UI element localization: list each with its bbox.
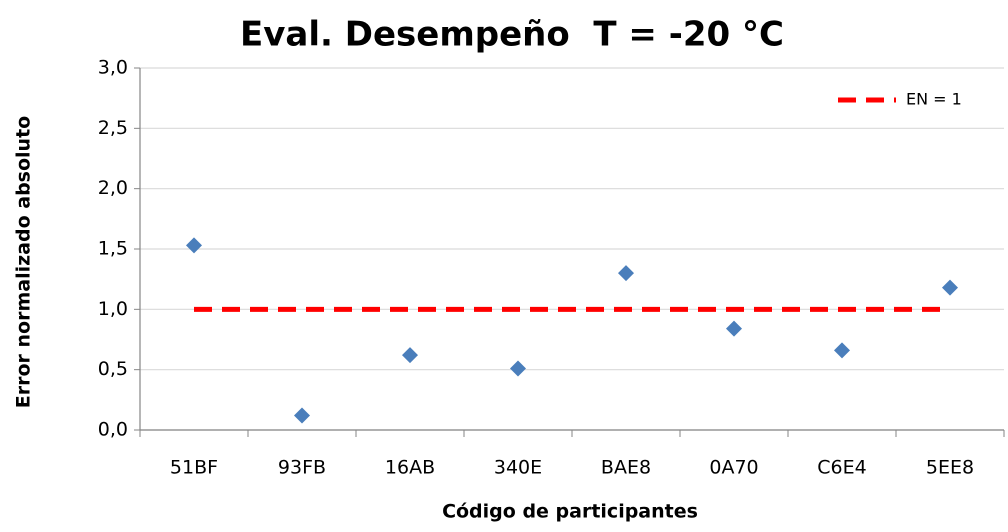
y-tick-label: 0,5 <box>98 358 128 380</box>
x-tick-label: 51BF <box>170 457 218 479</box>
data-point <box>510 360 526 377</box>
data-point <box>726 320 742 337</box>
y-tick-label: 0,0 <box>98 419 128 441</box>
y-tick-label: 1,0 <box>98 298 128 320</box>
data-point <box>834 342 850 359</box>
y-tick-label: 3,0 <box>98 57 128 79</box>
x-tick-label: C6E4 <box>817 457 866 479</box>
data-point <box>294 407 310 424</box>
x-tick-label: 16AB <box>385 457 435 479</box>
chart-title: Eval. Desempeño T = -20 °C <box>240 15 784 55</box>
data-point <box>618 265 634 282</box>
data-point <box>402 347 418 364</box>
legend-label: EN = 1 <box>906 90 962 109</box>
data-point <box>942 279 958 296</box>
y-tick-label: 2,0 <box>98 177 128 199</box>
data-point <box>186 237 202 254</box>
y-tick-label: 2,5 <box>98 117 128 139</box>
y-axis-label: Error normalizado absoluto <box>13 116 35 408</box>
x-tick-label: 340E <box>494 457 542 479</box>
x-tick-label: 93FB <box>278 457 326 479</box>
x-tick-label: 5EE8 <box>926 457 974 479</box>
x-tick-label: 0A70 <box>709 457 758 479</box>
x-axis-label: Código de participantes <box>442 501 698 523</box>
y-tick-label: 1,5 <box>98 238 128 260</box>
x-tick-label: BAE8 <box>601 457 651 479</box>
